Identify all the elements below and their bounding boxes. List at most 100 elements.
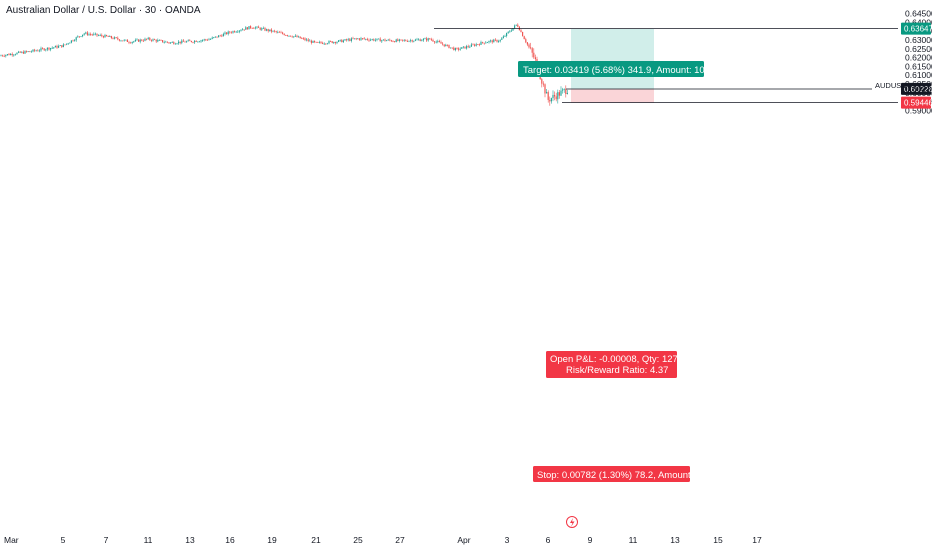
candle-body: [352, 38, 354, 40]
candle-body: [94, 33, 96, 35]
candle: [283, 33, 285, 36]
target-price-tag: 0.63647: [904, 25, 932, 34]
candle-body: [398, 39, 400, 41]
candle: [182, 39, 184, 42]
lightning-icon: [570, 518, 575, 527]
candle-body: [8, 54, 10, 56]
candle-body: [379, 38, 381, 42]
candle-body: [318, 41, 320, 43]
candle-body: [563, 89, 565, 90]
candle-body: [547, 92, 549, 100]
candle-body: [267, 29, 269, 32]
candle: [270, 28, 272, 34]
candle-body: [210, 38, 212, 40]
candle: [454, 47, 456, 52]
candle-body: [110, 36, 112, 39]
candle-body: [413, 40, 415, 42]
candle: [374, 38, 376, 42]
candle: [125, 39, 127, 41]
candle-body: [147, 37, 149, 40]
candle: [528, 43, 530, 49]
candle: [429, 37, 431, 40]
candle-body: [448, 44, 450, 49]
candle-body: [34, 49, 36, 51]
candle-body: [336, 41, 338, 44]
candle-body: [395, 39, 397, 43]
candle: [56, 44, 58, 49]
candle: [526, 41, 528, 47]
candle: [83, 32, 85, 36]
candle-body: [437, 41, 439, 42]
candle: [168, 41, 170, 44]
candle: [434, 40, 436, 44]
candle: [357, 37, 359, 40]
candle: [450, 47, 452, 49]
candle-body: [339, 39, 341, 41]
candle: [317, 41, 319, 43]
candle-body: [506, 32, 508, 36]
candle-body: [490, 40, 492, 42]
candle-body: [90, 34, 92, 35]
candle: [430, 37, 432, 41]
candle: [275, 30, 277, 34]
candle: [466, 44, 468, 50]
x-tick-label: 7: [104, 535, 109, 545]
candle-body: [139, 39, 141, 42]
candle-body: [75, 37, 77, 41]
candle: [474, 43, 476, 47]
candle-body: [192, 42, 194, 43]
candle-body: [450, 47, 452, 49]
candle: [206, 38, 208, 41]
candle: [560, 86, 562, 97]
candle-body: [512, 28, 514, 31]
candle: [243, 29, 245, 32]
candle: [312, 40, 314, 43]
candle-body: [125, 39, 127, 41]
candle: [349, 38, 351, 42]
candle-body: [430, 39, 432, 41]
candle: [506, 32, 508, 38]
candle: [414, 38, 416, 42]
candle-body: [157, 40, 159, 42]
candle: [102, 35, 104, 39]
x-tick-label: Apr: [457, 535, 470, 545]
candle-body: [354, 38, 356, 40]
candle: [253, 27, 255, 29]
x-tick-label: 13: [185, 535, 195, 545]
candle-body: [224, 32, 226, 34]
x-tick-label: 6: [546, 535, 551, 545]
candle-body: [240, 30, 242, 32]
candle-body: [170, 42, 172, 44]
candle-body: [250, 26, 252, 28]
candle: [187, 39, 189, 42]
candle-body: [397, 39, 399, 41]
candle: [354, 38, 356, 40]
candle-body: [386, 40, 388, 42]
candle: [198, 40, 200, 43]
candle: [437, 39, 439, 44]
candle: [109, 35, 111, 37]
candle-body: [374, 39, 376, 41]
event-marker-icon[interactable]: [566, 516, 578, 528]
candle-body: [85, 32, 87, 34]
candle: [509, 30, 511, 33]
candle: [336, 41, 338, 45]
candle: [2, 54, 4, 57]
candle: [504, 34, 506, 37]
entry-price-tag: 0.60228: [904, 85, 932, 94]
candle-body: [517, 24, 519, 27]
candle: [202, 39, 204, 42]
candle: [438, 39, 440, 43]
candle: [35, 49, 37, 52]
candle: [149, 36, 151, 41]
candle-body: [114, 37, 116, 39]
candle: [467, 44, 469, 49]
candle: [285, 34, 287, 36]
candle: [152, 38, 154, 42]
candle: [171, 41, 173, 43]
candle-body: [61, 45, 63, 48]
candle: [70, 40, 72, 44]
candle-body: [440, 42, 442, 44]
candle-body: [274, 30, 276, 32]
